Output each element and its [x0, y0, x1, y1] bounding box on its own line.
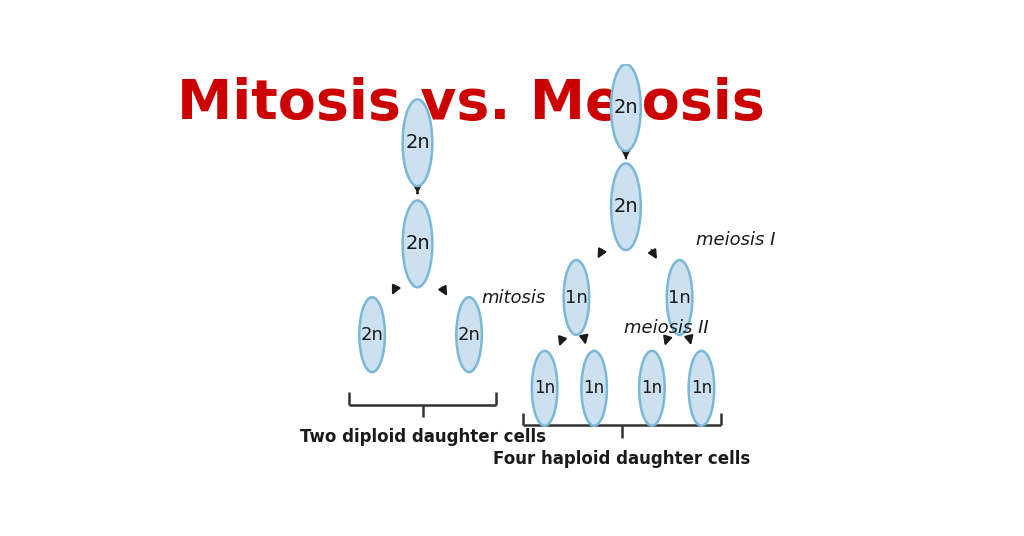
- Text: 2n: 2n: [406, 234, 430, 254]
- Ellipse shape: [582, 351, 607, 426]
- Ellipse shape: [402, 200, 432, 287]
- Text: meiosis I: meiosis I: [696, 230, 775, 249]
- Text: mitosis: mitosis: [481, 288, 546, 307]
- Text: 1n: 1n: [584, 379, 605, 397]
- Ellipse shape: [689, 351, 714, 426]
- Ellipse shape: [457, 297, 482, 372]
- Text: Two diploid daughter cells: Two diploid daughter cells: [300, 428, 546, 445]
- Ellipse shape: [402, 99, 432, 186]
- Text: 2n: 2n: [406, 133, 430, 152]
- Text: 1n: 1n: [669, 288, 691, 307]
- Ellipse shape: [563, 260, 589, 335]
- Text: Mitosis vs. Meiosis: Mitosis vs. Meiosis: [177, 77, 765, 131]
- Text: 2n: 2n: [360, 326, 384, 344]
- Ellipse shape: [611, 163, 641, 250]
- Text: 1n: 1n: [535, 379, 555, 397]
- Ellipse shape: [667, 260, 692, 335]
- Text: 1n: 1n: [565, 288, 588, 307]
- Ellipse shape: [611, 64, 641, 151]
- Ellipse shape: [531, 351, 557, 426]
- Text: Four haploid daughter cells: Four haploid daughter cells: [494, 450, 751, 468]
- Text: 1n: 1n: [641, 379, 663, 397]
- Text: 2n: 2n: [458, 326, 480, 344]
- Ellipse shape: [359, 297, 385, 372]
- Text: 2n: 2n: [613, 98, 638, 117]
- Text: meiosis II: meiosis II: [624, 319, 709, 338]
- Ellipse shape: [639, 351, 665, 426]
- Text: 2n: 2n: [613, 197, 638, 216]
- Text: 1n: 1n: [691, 379, 712, 397]
